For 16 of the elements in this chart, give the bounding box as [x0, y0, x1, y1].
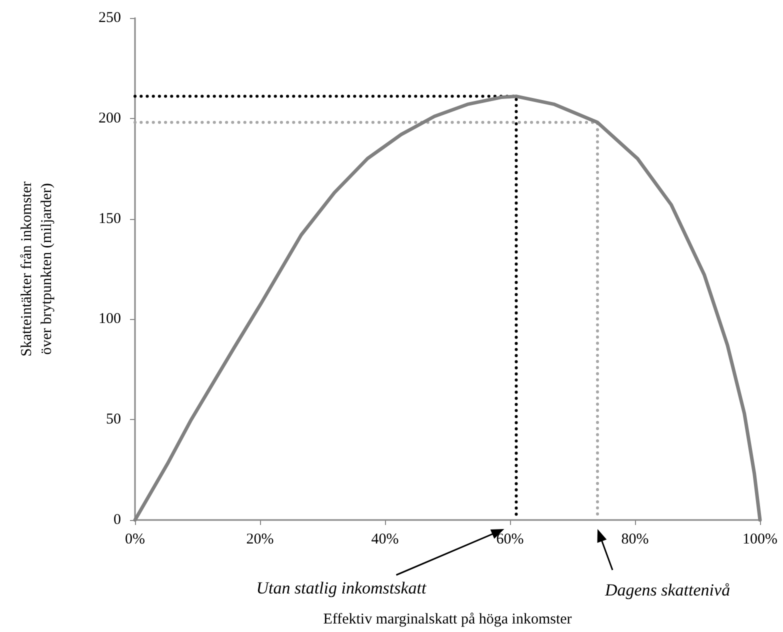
x-tick-label: 80%: [621, 532, 649, 548]
y-tick-label: 0: [114, 512, 121, 528]
y-axis-title: Skatteintäkter från inkomster över brytpunkten (miljarder): [19, 182, 55, 356]
text: Dagens skattenivå: [604, 580, 730, 600]
y-tick-label: 50: [106, 412, 121, 428]
text: Utan statlig inkomstskatt: [256, 578, 428, 598]
y-tick-label: 200: [98, 110, 121, 126]
x-tick-label: 40%: [371, 532, 399, 548]
x-tick-label: 60%: [496, 532, 524, 548]
x-tick-label: 20%: [246, 532, 274, 548]
y-tick-label: 100: [98, 311, 121, 328]
x-tick-label: 0%: [125, 532, 145, 548]
y-tick-label: 150: [98, 210, 121, 227]
y-tick-label: 250: [98, 10, 121, 26]
x-tick-label: 100%: [742, 532, 778, 548]
x-axis-title: Effektiv marginalskatt på höga inkomster: [323, 612, 572, 628]
